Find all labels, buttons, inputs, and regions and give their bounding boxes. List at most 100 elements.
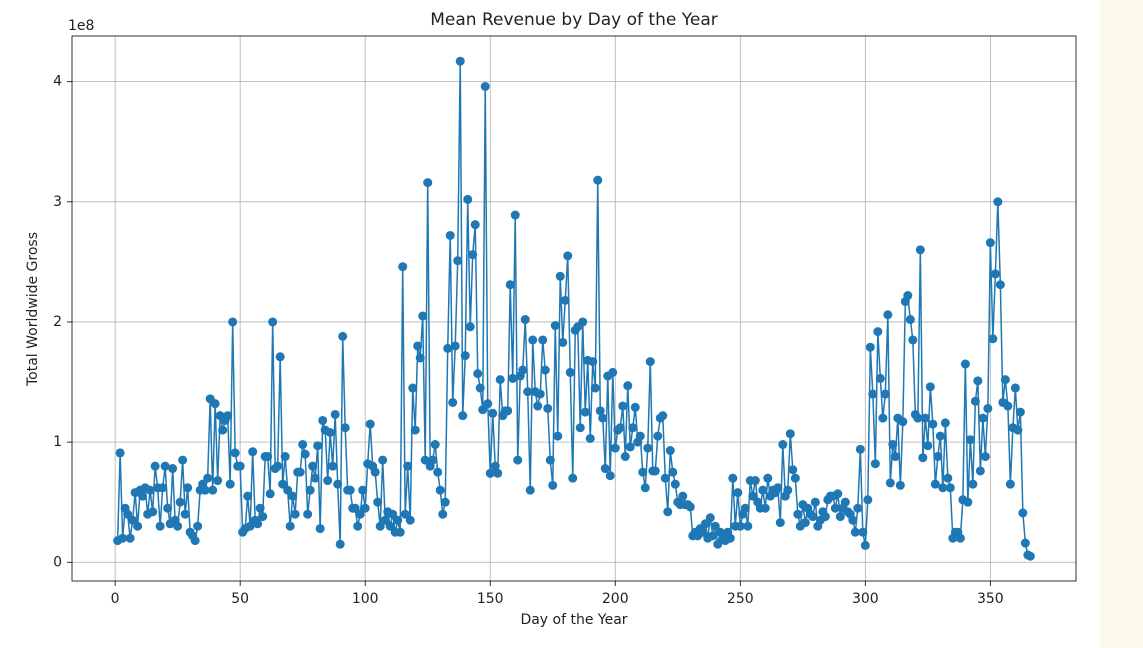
data-point xyxy=(245,521,255,531)
x-tick-label: 200 xyxy=(602,591,629,607)
data-point xyxy=(475,383,485,393)
chart-title: Mean Revenue by Day of the Year xyxy=(430,10,717,30)
data-point xyxy=(678,491,688,501)
data-point xyxy=(520,315,530,325)
data-point xyxy=(810,497,820,507)
data-point xyxy=(428,455,438,465)
data-point xyxy=(253,519,263,529)
data-point xyxy=(908,335,918,345)
data-point xyxy=(593,175,603,185)
x-tick-label: 150 xyxy=(477,591,504,607)
data-point xyxy=(193,521,203,531)
data-point xyxy=(995,280,1005,290)
data-point xyxy=(525,485,535,495)
data-point xyxy=(235,461,245,471)
data-point xyxy=(625,442,635,452)
data-point xyxy=(920,413,930,423)
data-point xyxy=(160,461,170,471)
data-point xyxy=(273,461,283,471)
data-point xyxy=(980,452,990,462)
data-point xyxy=(535,389,545,399)
data-point xyxy=(540,365,550,375)
data-point xyxy=(213,476,223,486)
data-point xyxy=(630,402,640,412)
data-point xyxy=(710,521,720,531)
data-point xyxy=(728,473,738,483)
data-point xyxy=(833,489,843,499)
data-point xyxy=(265,489,275,499)
x-tick-label: 50 xyxy=(231,591,249,607)
data-point xyxy=(538,335,548,345)
data-point xyxy=(115,448,125,458)
data-point xyxy=(280,452,290,462)
data-point xyxy=(903,291,913,301)
data-point xyxy=(290,509,300,519)
data-point xyxy=(438,509,448,519)
data-point xyxy=(325,427,335,437)
data-point xyxy=(670,479,680,489)
data-point xyxy=(505,280,515,290)
data-point xyxy=(415,353,425,363)
data-point xyxy=(840,497,850,507)
data-point xyxy=(430,440,440,450)
data-point xyxy=(395,527,405,537)
data-point xyxy=(628,423,638,433)
data-point xyxy=(890,452,900,462)
data-point xyxy=(495,375,505,385)
data-point xyxy=(750,476,760,486)
data-point xyxy=(145,485,155,495)
data-point xyxy=(985,238,995,248)
data-point xyxy=(565,367,575,377)
data-point xyxy=(345,485,355,495)
data-point xyxy=(123,509,133,519)
data-point xyxy=(878,413,888,423)
x-tick-label: 250 xyxy=(727,591,754,607)
data-point xyxy=(970,396,980,406)
data-point xyxy=(860,540,870,550)
data-point xyxy=(398,262,408,272)
data-point xyxy=(200,485,210,495)
data-point xyxy=(373,497,383,507)
data-point xyxy=(410,425,420,435)
data-point xyxy=(555,271,565,281)
data-point xyxy=(638,467,648,477)
data-point xyxy=(180,509,190,519)
data-point xyxy=(400,509,410,519)
data-point xyxy=(488,408,498,418)
plot-frame xyxy=(71,35,1077,582)
y-tick-label: 1 xyxy=(53,434,62,450)
data-point xyxy=(545,455,555,465)
data-point xyxy=(615,423,625,433)
data-point xyxy=(210,399,220,409)
data-point xyxy=(905,315,915,325)
data-point xyxy=(335,539,345,549)
data-point xyxy=(618,401,628,411)
data-point xyxy=(668,467,678,477)
data-point xyxy=(620,452,630,462)
y-tick-label: 4 xyxy=(53,74,62,90)
data-point xyxy=(783,485,793,495)
data-point xyxy=(743,521,753,531)
x-tick-label: 300 xyxy=(852,591,879,607)
data-point xyxy=(1020,538,1030,548)
data-point xyxy=(658,411,668,421)
data-point xyxy=(248,447,258,457)
data-point xyxy=(173,521,183,531)
data-point xyxy=(460,351,470,361)
data-point xyxy=(175,497,185,507)
data-point xyxy=(1025,551,1035,561)
data-point xyxy=(935,431,945,441)
data-point xyxy=(443,343,453,353)
data-point xyxy=(930,479,940,489)
data-point xyxy=(775,518,785,528)
data-point xyxy=(478,405,488,415)
data-point xyxy=(748,491,758,501)
data-point xyxy=(943,473,953,483)
data-point xyxy=(663,507,673,517)
data-point xyxy=(650,466,660,476)
data-point xyxy=(453,256,463,266)
data-point xyxy=(468,250,478,260)
data-point xyxy=(560,295,570,305)
data-point xyxy=(518,365,528,375)
data-point xyxy=(913,413,923,423)
